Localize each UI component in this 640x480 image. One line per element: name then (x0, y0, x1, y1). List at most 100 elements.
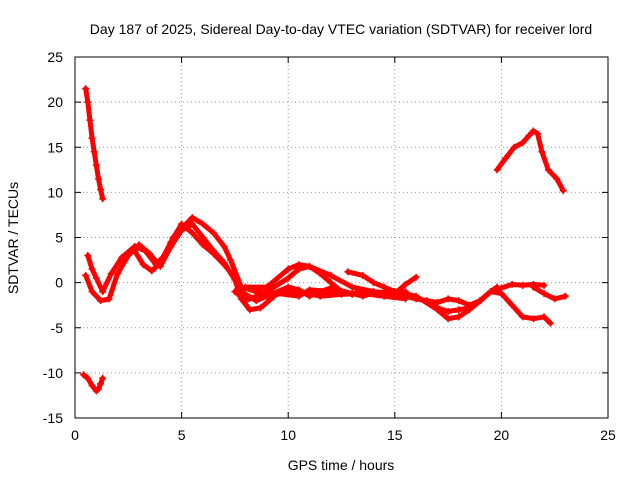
data-point (546, 319, 554, 327)
data-point (412, 273, 420, 281)
data-point (534, 130, 542, 138)
data-point (295, 261, 303, 269)
data-point (246, 306, 254, 314)
data-point (525, 132, 533, 140)
data-point (88, 382, 96, 390)
data-point (178, 220, 186, 228)
data-point (97, 380, 105, 388)
x-tick-label: 20 (494, 427, 510, 443)
data-point (188, 214, 196, 222)
data-point (99, 288, 107, 296)
data-point (502, 154, 510, 162)
series-arc-high-late (493, 127, 567, 195)
data-point (231, 288, 239, 296)
series-arc-i (529, 283, 569, 303)
data-point (529, 315, 537, 323)
data-point (444, 295, 452, 303)
grid (75, 57, 608, 418)
data-point (348, 283, 356, 291)
data-point (455, 313, 463, 321)
data-point (124, 252, 132, 260)
data-point (92, 161, 100, 169)
data-point (380, 292, 388, 300)
data-point (284, 283, 292, 291)
data-point (80, 371, 88, 379)
data-point (540, 281, 548, 289)
data-point (88, 134, 96, 142)
data-point (444, 315, 452, 323)
data-point (306, 262, 314, 270)
series-arc-e (242, 261, 377, 296)
series-arc-h (423, 283, 501, 316)
y-tick-label: 25 (47, 49, 63, 65)
data-point (92, 274, 100, 282)
y-tick-label: 15 (47, 139, 63, 155)
series-arc-low-early (80, 371, 107, 395)
data-point (306, 292, 314, 300)
data-point (156, 259, 164, 267)
data-point (540, 313, 548, 321)
axis-ticks: 0 5 10 15 20 25 -15 -10 -5 0 5 10 15 20 25 (43, 49, 616, 443)
data-point (519, 139, 527, 147)
data-point (135, 241, 143, 249)
data-point (242, 283, 250, 291)
y-tick-label: 20 (47, 94, 63, 110)
data-point (90, 148, 98, 156)
data-point (465, 304, 473, 312)
data-point (519, 313, 527, 321)
data-point (508, 280, 516, 288)
data-point (391, 288, 399, 296)
data-point (540, 289, 548, 297)
data-point (231, 274, 239, 282)
data-point (306, 286, 314, 294)
x-tick-label: 25 (600, 427, 616, 443)
data-point (94, 385, 102, 393)
data-point (412, 292, 420, 300)
data-point (559, 187, 567, 195)
data-point (380, 283, 388, 291)
data-point (199, 234, 207, 241)
data-point (99, 374, 107, 382)
y-tick-label: -10 (43, 365, 63, 381)
data-series (80, 85, 569, 395)
data-point (188, 229, 196, 237)
y-tick-label: 10 (47, 184, 63, 200)
x-tick-label: 0 (71, 427, 79, 443)
x-axis-label: GPS time / hours (288, 457, 395, 473)
data-point (84, 374, 92, 382)
data-point (86, 116, 94, 124)
data-point (497, 289, 505, 297)
data-point (256, 304, 264, 312)
data-point (538, 148, 546, 156)
data-point (493, 283, 501, 291)
data-point (82, 271, 90, 279)
data-point (327, 271, 335, 279)
data-point (220, 261, 228, 269)
data-point (105, 295, 113, 303)
y-tick-label: 5 (55, 230, 63, 246)
series-trace (243, 262, 376, 295)
data-point (561, 292, 569, 300)
x-tick-label: 5 (178, 427, 186, 443)
data-point (97, 186, 105, 194)
x-tick-label: 15 (387, 427, 403, 443)
data-point (263, 283, 271, 291)
data-point (131, 247, 139, 255)
data-point (359, 271, 367, 279)
data-point (118, 253, 126, 261)
data-point (242, 297, 250, 305)
data-point (327, 279, 335, 287)
data-point (423, 297, 431, 305)
data-point (139, 261, 147, 269)
data-point (433, 304, 441, 312)
y-tick-label: 0 (55, 275, 63, 291)
data-point (284, 274, 292, 282)
data-point (146, 250, 154, 258)
data-point (148, 267, 156, 275)
data-point (344, 268, 352, 276)
data-point (476, 297, 484, 305)
data-point (295, 292, 303, 300)
data-point (82, 85, 90, 93)
data-point (338, 288, 345, 296)
